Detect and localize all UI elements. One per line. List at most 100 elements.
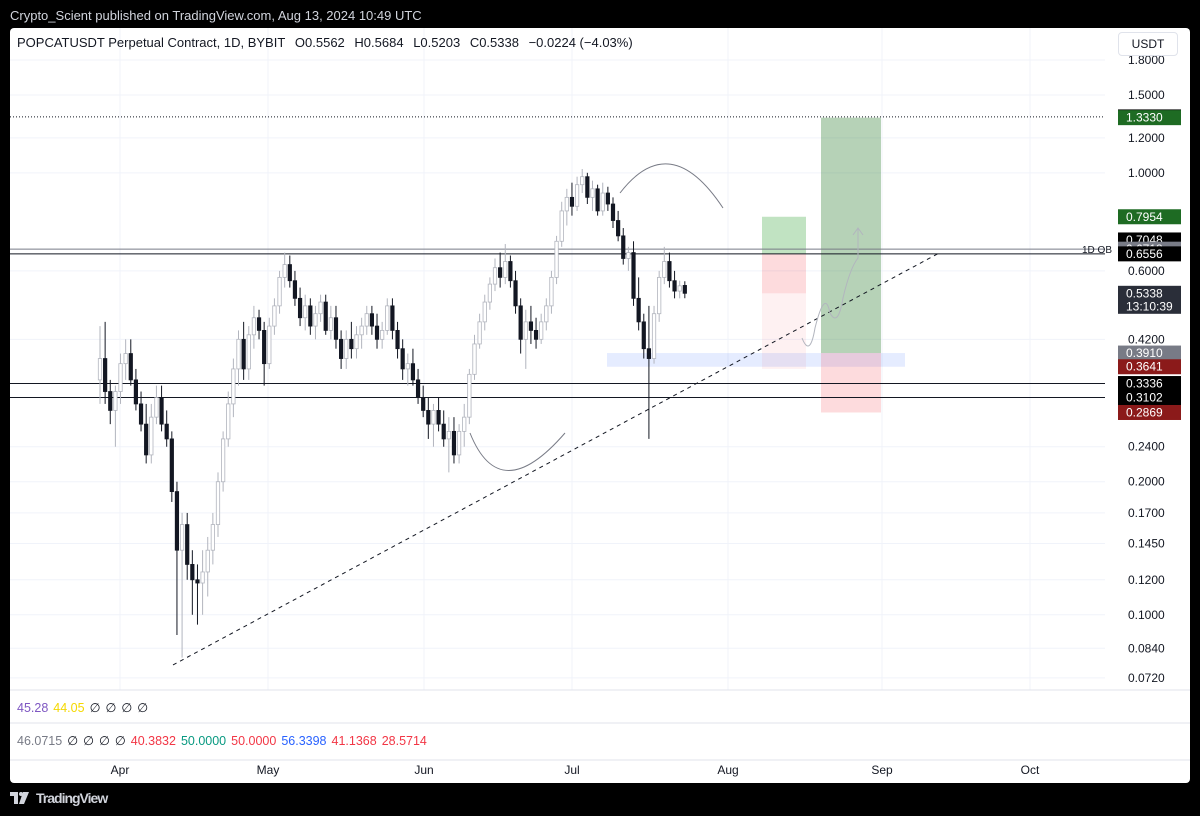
- candle-body: [600, 192, 605, 212]
- candle-body: [103, 358, 108, 392]
- candle-body: [682, 285, 687, 294]
- candle-body: [395, 330, 400, 350]
- candle-body: [533, 330, 539, 340]
- candle-body: [580, 176, 585, 186]
- candle-body: [262, 330, 267, 365]
- candle-body: [646, 348, 652, 359]
- candle-body: [436, 410, 441, 425]
- symbol-legend: POPCATUSDT Perpetual Contract, 1D, BYBIT…: [17, 35, 639, 50]
- candle-body: [318, 301, 323, 315]
- ohlc-low: L0.5203: [413, 35, 461, 50]
- candle-body: [518, 305, 523, 340]
- candle-body: [349, 338, 354, 350]
- candle-body: [159, 397, 164, 425]
- candle-body: [405, 363, 410, 370]
- indicator-row-1[interactable]: 45.28 44.05 ∅ ∅ ∅ ∅: [17, 700, 153, 715]
- price-label: 0.2869: [1126, 405, 1163, 419]
- candle-body: [610, 203, 616, 221]
- x-axis-tick-label: Aug: [717, 763, 738, 777]
- trade-loss-zone: [762, 293, 806, 369]
- candle-body: [508, 261, 513, 282]
- candle-body: [123, 353, 128, 365]
- candle-body: [226, 403, 231, 440]
- candle-body: [657, 276, 662, 315]
- projection-arrow-icon: [852, 227, 864, 236]
- y-axis-tick-label: 0.0720: [1128, 671, 1165, 685]
- y-axis-tick-label: 0.2000: [1128, 475, 1165, 489]
- currency-button[interactable]: USDT: [1118, 32, 1178, 56]
- candle-body: [400, 348, 405, 370]
- candle-body: [328, 317, 333, 331]
- y-axis-tick-label: 1.8000: [1128, 53, 1165, 67]
- price-label: 0.3910: [1126, 346, 1163, 360]
- candle-body: [113, 391, 118, 411]
- indicator-value: ∅: [114, 734, 126, 748]
- projection-path: [801, 228, 859, 347]
- price-label: 0.3102: [1126, 390, 1163, 404]
- candle-body: [564, 196, 569, 212]
- candle-body: [215, 481, 221, 525]
- candle-body: [595, 188, 600, 212]
- indicator-row-2[interactable]: 46.0715 ∅ ∅ ∅ ∅ 40.3832 50.0000 50.0000 56.3398 4…: [17, 733, 432, 748]
- candle-body: [185, 524, 190, 565]
- publisher-line: Crypto_Scient published on TradingView.c…: [10, 8, 422, 23]
- candle-body: [231, 368, 236, 405]
- y-axis-tick-label: 1.0000: [1128, 166, 1165, 180]
- x-axis-tick-label: May: [257, 763, 280, 777]
- candle-body: [128, 353, 133, 381]
- candle-body: [97, 358, 103, 381]
- candle-body: [456, 430, 462, 456]
- candle-body: [672, 280, 677, 292]
- candle-body: [323, 301, 328, 331]
- candle-body: [308, 305, 313, 327]
- candle-body: [616, 220, 621, 237]
- candle-body: [287, 264, 292, 282]
- candle-body: [446, 430, 451, 440]
- indicator-value: 45.28: [17, 701, 49, 715]
- candle-body: [431, 410, 436, 425]
- price-label-box: [1118, 389, 1181, 405]
- y-axis-tick-label: 1.5000: [1128, 88, 1165, 102]
- indicator-value: 28.5714: [381, 734, 427, 748]
- candle-body: [667, 261, 672, 282]
- candle-body: [621, 235, 626, 259]
- candle-body: [133, 379, 139, 405]
- candle-body: [313, 313, 318, 327]
- countdown-label: 13:10:39: [1126, 299, 1173, 313]
- trade-profit-zone: [821, 117, 881, 354]
- candle-body: [108, 391, 113, 411]
- candle-body: [451, 430, 457, 456]
- candle-body: [544, 305, 549, 323]
- candle-body: [138, 403, 144, 425]
- candle-body: [528, 321, 534, 331]
- price-chart[interactable]: 1D OB 1.8000 1.5000 1.2000 1.0000 0.6000 0.420…: [10, 28, 1190, 783]
- candle-body: [277, 276, 282, 307]
- candle-body: [190, 564, 195, 581]
- demand-zone: [607, 353, 905, 367]
- indicator-value: 41.1368: [331, 734, 377, 748]
- x-axis-tick-label: Jul: [564, 763, 579, 777]
- candle-body: [574, 184, 580, 207]
- x-axis-tick-label: Jun: [414, 763, 433, 777]
- indicator-value: 44.05: [53, 701, 85, 715]
- footer: TradingView: [10, 790, 108, 806]
- candle-body: [241, 338, 246, 370]
- indicator-value: ∅: [67, 734, 79, 748]
- price-label-box: [1118, 376, 1181, 392]
- candle-body: [559, 210, 564, 242]
- candle-body: [200, 571, 205, 584]
- indicator-value: ∅: [121, 701, 133, 715]
- candle-body: [641, 321, 646, 350]
- footer-brand[interactable]: TradingView: [36, 790, 108, 806]
- candle-body: [267, 325, 272, 365]
- candle-body: [380, 330, 385, 340]
- price-label: 0.3641: [1126, 360, 1163, 374]
- candle-body: [344, 338, 349, 359]
- trade-loss-zone: [821, 353, 881, 413]
- indicator-value: 40.3832: [130, 734, 176, 748]
- candle-body: [169, 438, 174, 492]
- candle-body: [297, 297, 303, 319]
- candle-body: [221, 438, 226, 483]
- candle-body: [195, 579, 200, 584]
- symbol-name[interactable]: POPCATUSDT Perpetual Contract, 1D, BYBIT: [17, 35, 286, 50]
